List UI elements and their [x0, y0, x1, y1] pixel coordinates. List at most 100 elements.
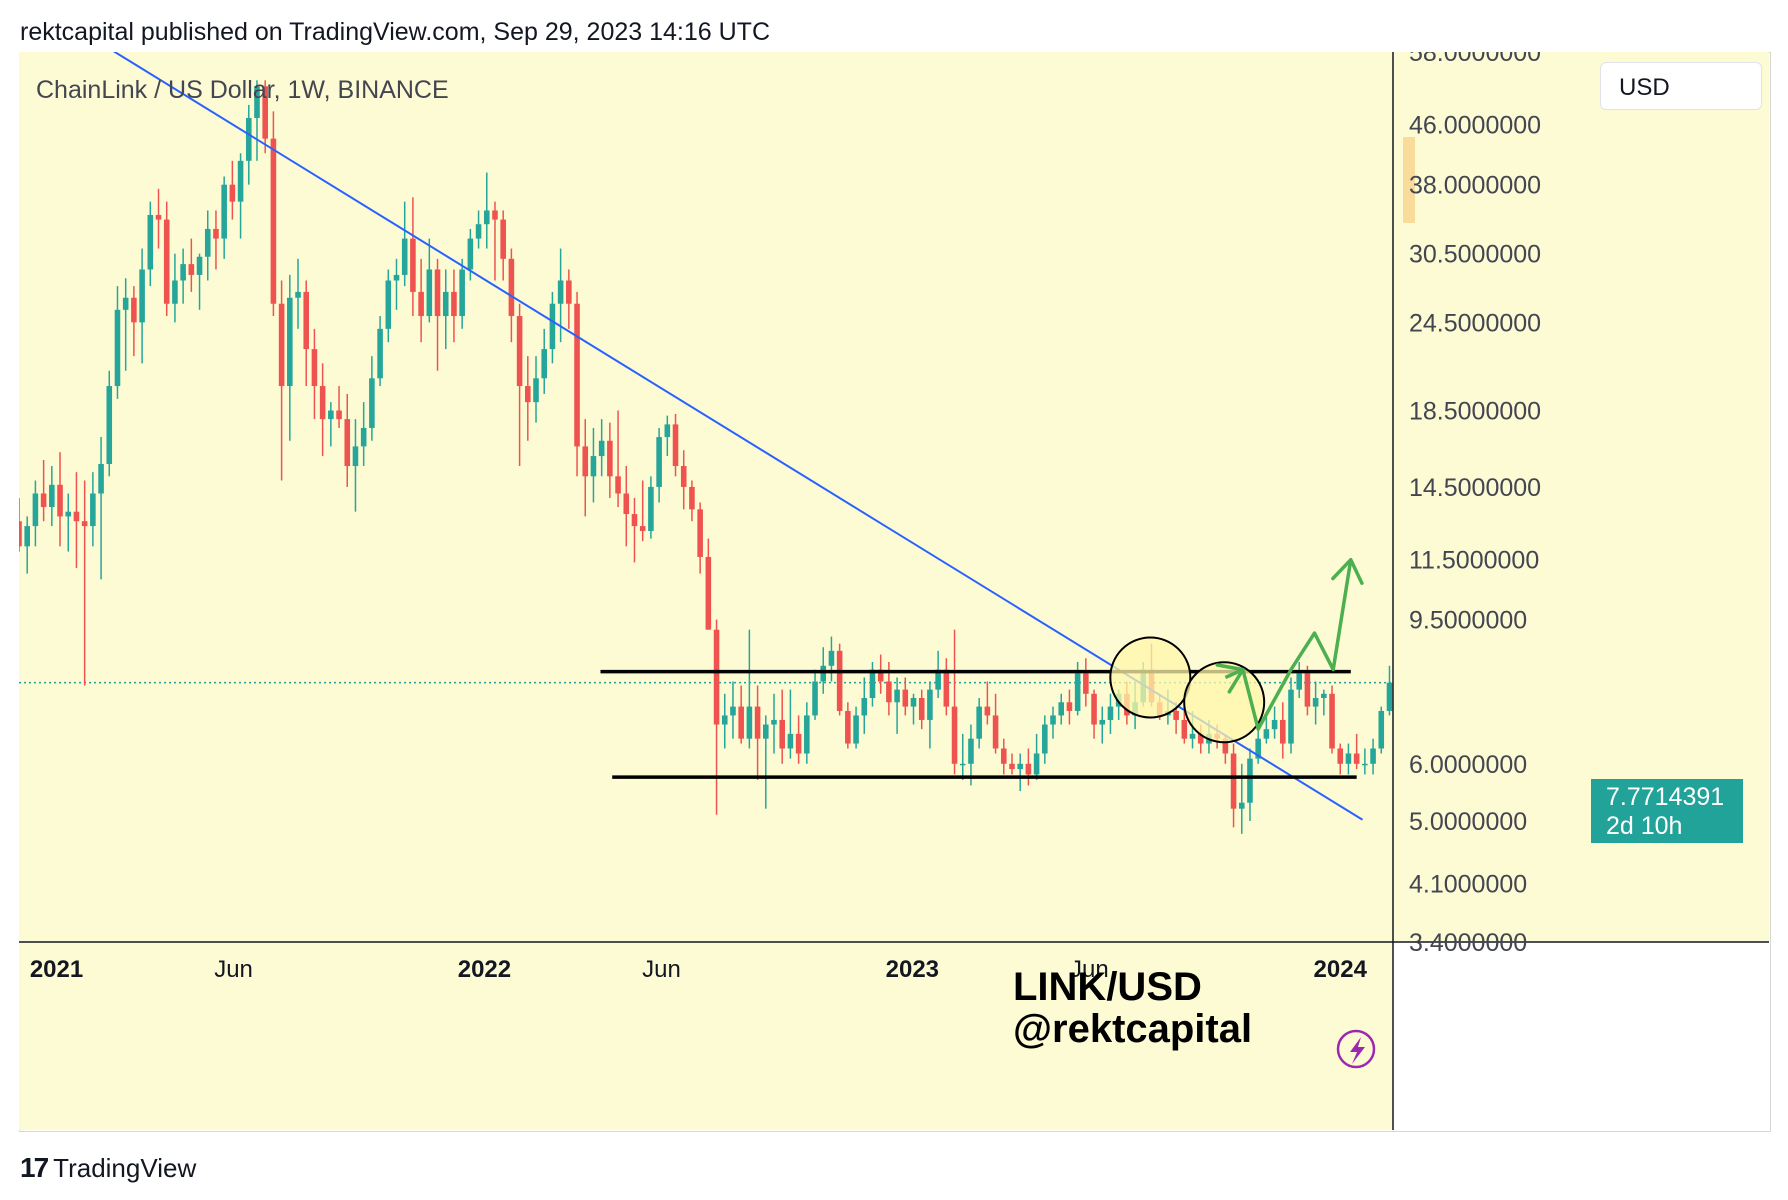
- footer: 17 TradingView: [20, 1152, 196, 1184]
- candle-body: [434, 269, 441, 317]
- candle-body: [1271, 719, 1278, 730]
- candle-body: [754, 706, 761, 739]
- candle-body: [959, 763, 966, 766]
- projection-arrowhead: [1215, 663, 1245, 694]
- candle-body: [163, 219, 170, 304]
- candle-body: [122, 297, 129, 310]
- candle-body: [828, 650, 835, 666]
- candle-body: [344, 419, 351, 467]
- candle-body: [590, 456, 597, 477]
- chart-annotation: LINK/USD @rektcapital: [1013, 966, 1252, 1050]
- candle-body: [869, 669, 876, 698]
- candle-body: [1074, 673, 1081, 711]
- axis-corner: [1393, 942, 1769, 1130]
- candle-body: [1058, 702, 1065, 716]
- candle-body: [287, 297, 293, 387]
- candle-body: [1066, 702, 1073, 711]
- price-tick-label: 4.1000000: [1409, 870, 1527, 898]
- time-tick-label: 2024: [1314, 956, 1368, 983]
- candle-body: [49, 484, 55, 508]
- candle-body: [1025, 763, 1032, 775]
- visible-range-marker: [1403, 137, 1415, 223]
- last-price-value: 7.7714391: [1606, 783, 1725, 811]
- candle-body: [24, 526, 30, 547]
- candle-body: [615, 476, 621, 494]
- candle-body: [1362, 763, 1368, 766]
- candle-body: [1000, 748, 1007, 764]
- candle-body: [1091, 693, 1097, 725]
- candle-body: [598, 440, 605, 457]
- time-tick-label: 2021: [30, 956, 83, 983]
- candle-body: [918, 697, 925, 720]
- candle-body: [1230, 753, 1237, 809]
- candle-body: [1280, 719, 1286, 744]
- price-tick-label: 30.5000000: [1409, 241, 1541, 269]
- candle-body: [270, 138, 277, 304]
- candle-body: [19, 521, 22, 547]
- time-axis: [19, 942, 1393, 1130]
- candle-body: [1009, 763, 1015, 770]
- candle-body: [877, 669, 884, 682]
- candle-body: [32, 493, 39, 527]
- candle-body: [680, 466, 687, 487]
- candle-body: [894, 689, 900, 703]
- candle-body: [180, 264, 186, 281]
- candle-body: [1329, 693, 1335, 749]
- candle-body: [1197, 733, 1204, 744]
- candle-body: [1181, 719, 1188, 739]
- lightning-icon-ring: [1336, 1029, 1376, 1069]
- price-tick-label: 38.0000000: [1409, 172, 1541, 200]
- candle-body: [410, 238, 416, 292]
- candle-body: [910, 697, 917, 707]
- candle-body: [738, 706, 744, 739]
- candle-body: [984, 706, 991, 716]
- candle-body: [295, 291, 301, 298]
- price-tick-label: 14.5000000: [1409, 474, 1541, 502]
- candle-body: [336, 410, 342, 420]
- candle-body: [566, 280, 572, 304]
- candle-body: [57, 484, 63, 517]
- candle-body: [40, 493, 47, 508]
- projection-arrowhead: [1331, 557, 1364, 585]
- candle-body: [65, 511, 72, 517]
- candle-body: [697, 509, 703, 557]
- candle-body: [1033, 753, 1040, 775]
- candle-body: [229, 184, 236, 202]
- candle-body: [631, 514, 638, 527]
- candle-body: [1378, 710, 1385, 749]
- candle-body: [639, 526, 646, 532]
- candle-body: [672, 424, 679, 467]
- candle-body: [131, 297, 137, 323]
- candle-body: [188, 264, 195, 275]
- candle-body: [204, 228, 211, 257]
- candle-body: [927, 689, 933, 720]
- candle-body: [328, 410, 334, 420]
- candle-body: [771, 719, 777, 725]
- currency-button[interactable]: USD: [1600, 62, 1762, 110]
- symbol-title[interactable]: ChainLink / US Dollar, 1W, BINANCE: [36, 76, 449, 104]
- chart-canvas[interactable]: 58.0000000 46.0000000 38.0000000 30.5000000…: [19, 52, 1769, 1130]
- candle-body: [393, 274, 400, 281]
- highlight-circle: [1109, 636, 1192, 719]
- candle-body: [779, 719, 785, 749]
- candle-body: [1042, 724, 1048, 754]
- candle-body: [237, 160, 244, 202]
- candle-body: [656, 437, 662, 487]
- candle-body: [1288, 689, 1294, 744]
- candle-body: [525, 386, 531, 403]
- candle-body: [114, 309, 121, 387]
- candle-body: [861, 697, 868, 716]
- candle-body: [254, 86, 260, 118]
- candle-body: [541, 349, 548, 379]
- candle-body: [1083, 673, 1089, 694]
- price-tick-label: 24.5000000: [1409, 309, 1541, 337]
- price-tick-label: 6.0000000: [1409, 751, 1527, 779]
- candle-body: [574, 303, 580, 447]
- candle-body: [262, 86, 268, 139]
- lightning-icon-bolt: [1350, 1037, 1365, 1064]
- candle-body: [943, 669, 950, 707]
- candle-body: [385, 280, 392, 329]
- candle-body: [795, 733, 802, 754]
- candle-body: [1337, 748, 1344, 764]
- candle-body: [557, 280, 564, 304]
